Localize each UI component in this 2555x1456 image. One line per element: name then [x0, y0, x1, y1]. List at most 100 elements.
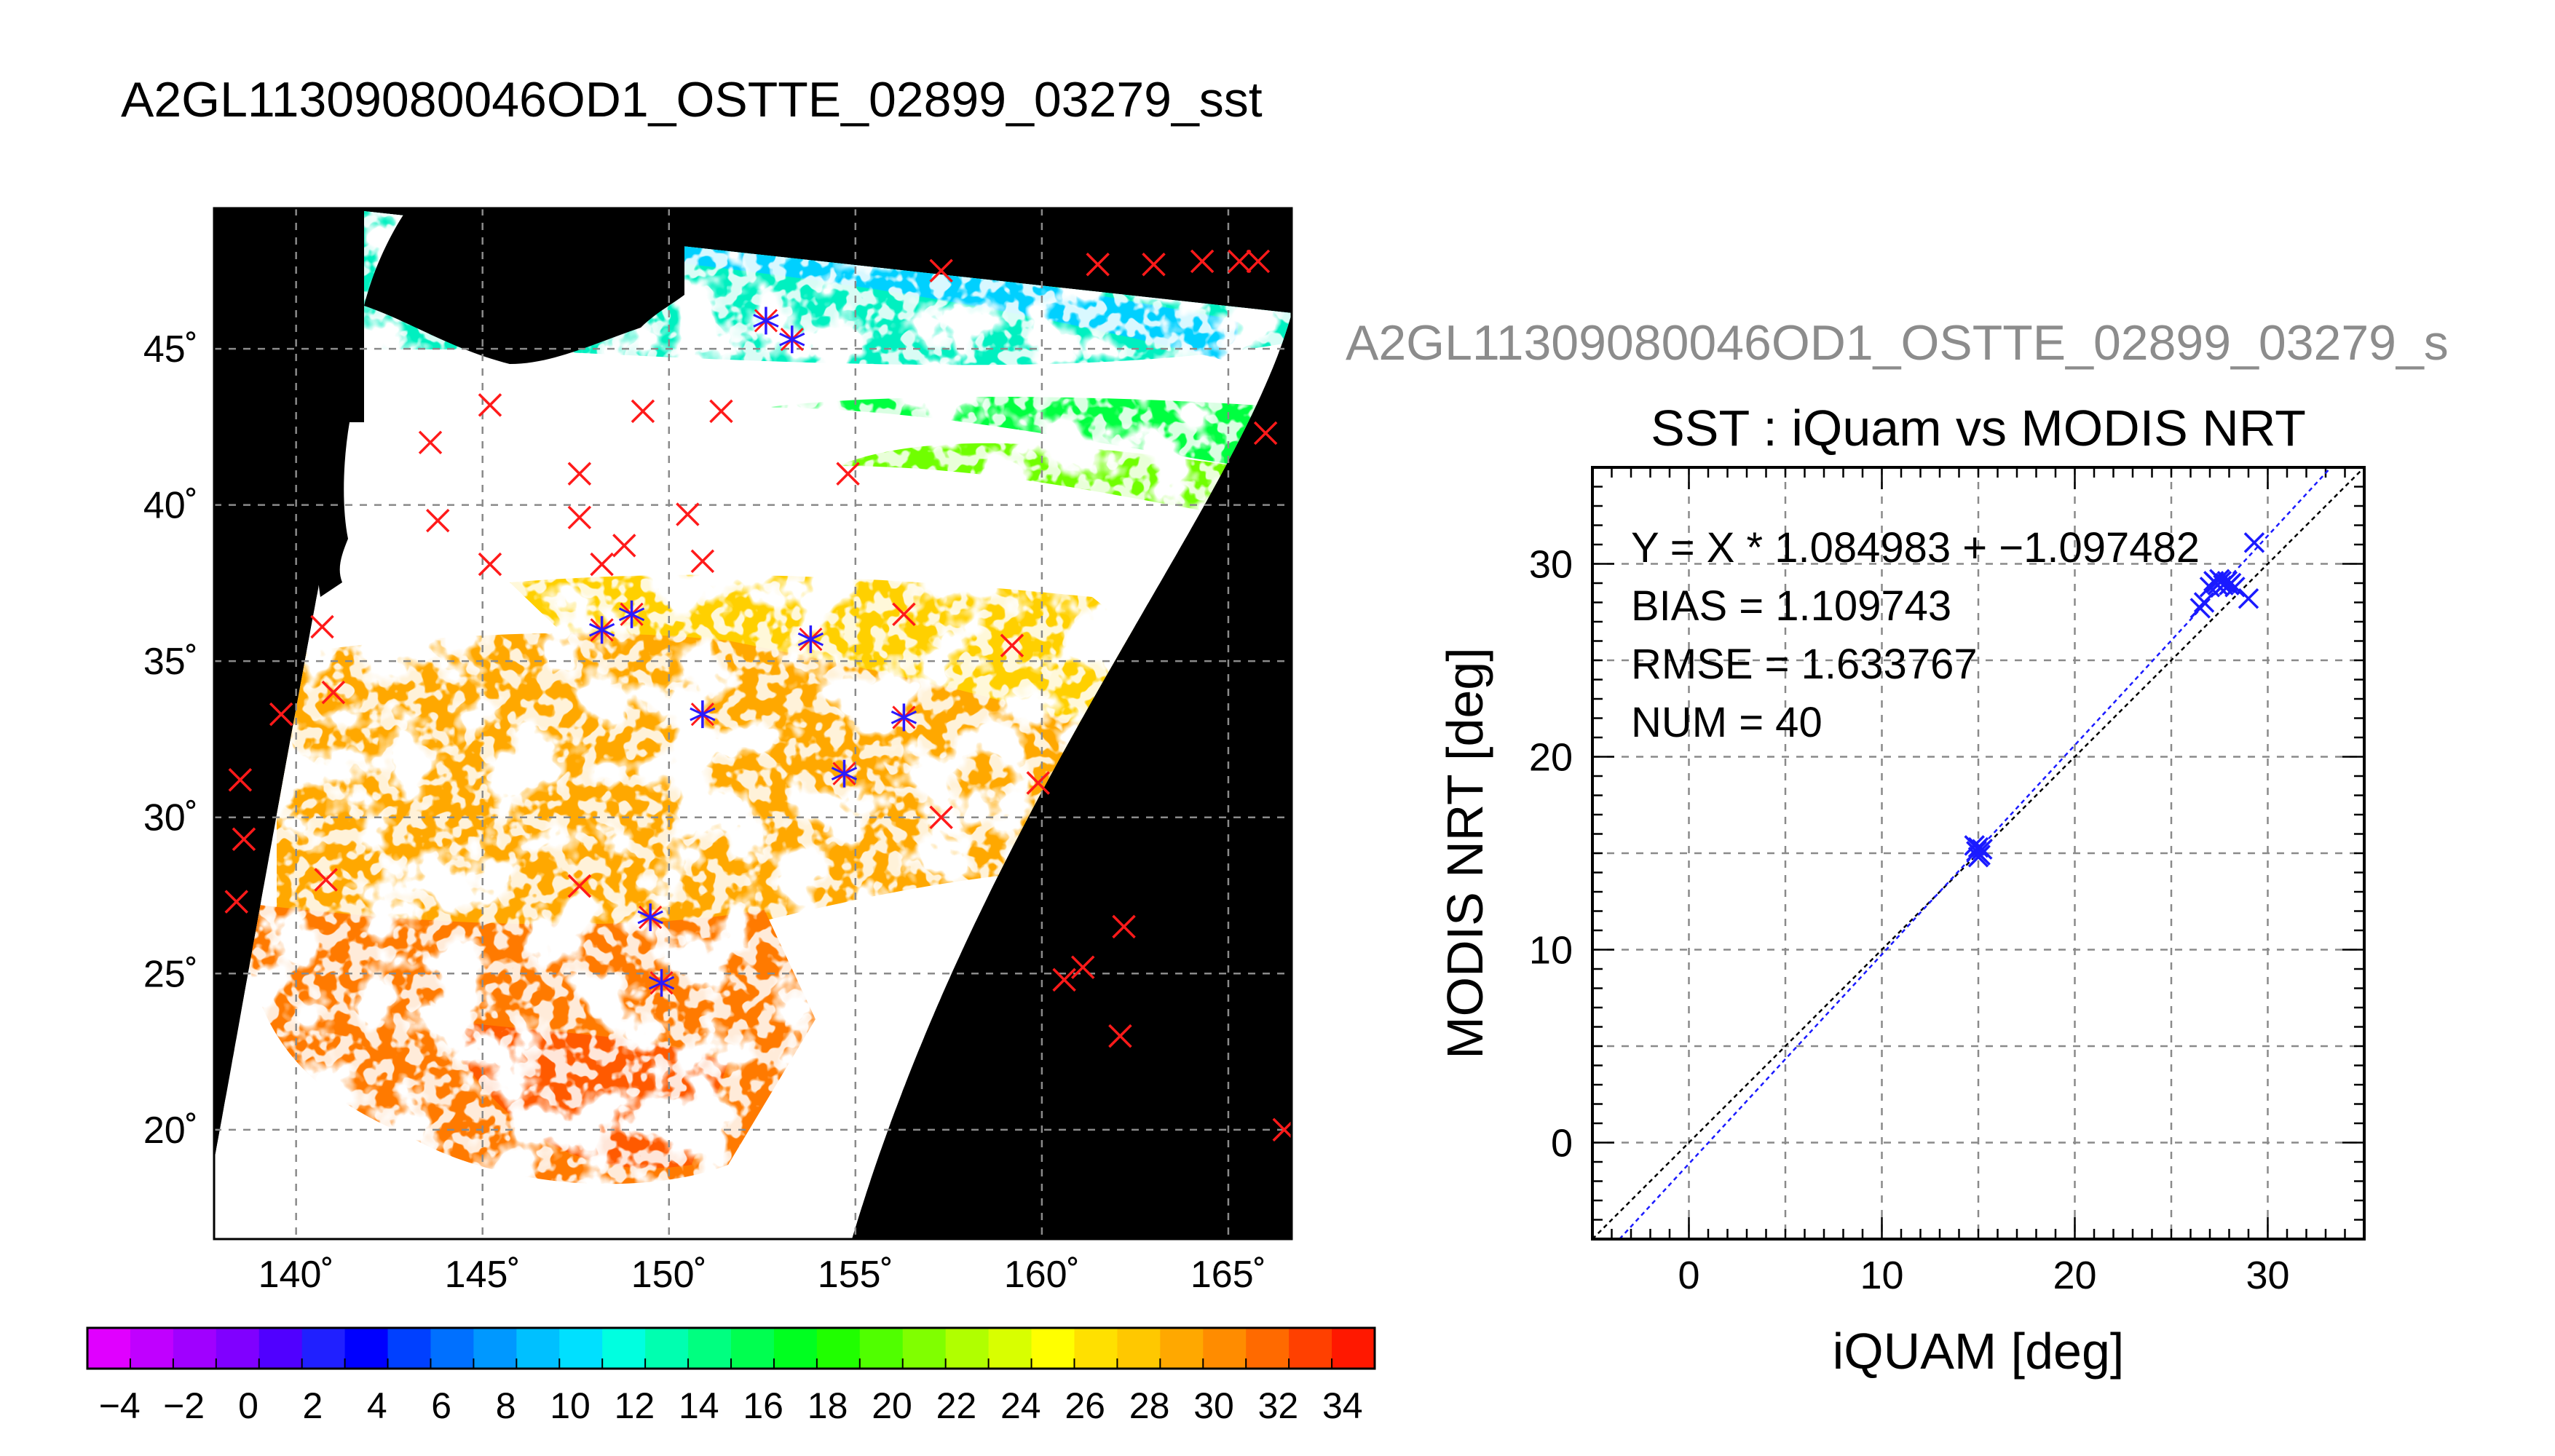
scatter-point [2193, 592, 2215, 613]
buoy-marker-red [1190, 249, 1215, 274]
buoy-marker-red [426, 508, 450, 533]
buoy-marker-red [269, 702, 293, 727]
scatter-point [2243, 532, 2265, 553]
sst-map-panel: 140˚ 145˚ 150˚ 155˚ 160˚ 165˚ 20˚ 25˚ 30˚ 35˚ 40˚ 4… [86, 207, 1376, 1426]
colorbar-tick-label: 10 [550, 1385, 591, 1426]
scatter-frame [1591, 466, 2366, 1241]
colorbar-segment [1289, 1328, 1332, 1369]
buoy-marker-red [590, 552, 614, 577]
buoy-marker-matched [891, 703, 917, 732]
buoy-marker-red [567, 462, 592, 486]
buoy-marker-red [1052, 968, 1076, 992]
colorbar-segment [516, 1328, 560, 1369]
colorbar-tick-label: 16 [743, 1385, 783, 1426]
map-x-tick-label: 160˚ [1004, 1254, 1080, 1296]
scatter-point [2238, 587, 2259, 609]
scatter-annotation: Y = X * 1.084983 + −1.097482 [1631, 524, 2200, 571]
map-markers [224, 249, 1292, 1142]
buoy-marker-red [310, 614, 334, 639]
scatter-y-tick-label: 30 [1529, 543, 1573, 587]
buoy-marker-red [1246, 249, 1271, 274]
scatter-panel-label: A2GL11309080046OD1_OSTTE_02899_03279_s [1346, 315, 2449, 371]
scatter-x-axis-label: iQUAM [deg] [1833, 1323, 2125, 1380]
buoy-marker-matched [753, 306, 779, 335]
colorbar-tick-label: −4 [99, 1385, 141, 1426]
buoy-marker-red [892, 602, 916, 627]
scatter-y-tick-label: 0 [1551, 1122, 1573, 1166]
buoy-marker-matched [648, 969, 675, 997]
colorbar-tick-label: 8 [496, 1385, 516, 1426]
buoy-marker-matched [618, 600, 645, 628]
colorbar-segment [173, 1328, 217, 1369]
scatter-point [1967, 847, 1989, 868]
colorbar: −4 −2 0 2 4 6 8 10 12 14 16 18 20 22 24 26 28 30 32 34 [86, 1326, 1376, 1426]
map-y-tick-label: 45˚ [143, 328, 198, 371]
map-tick-labels: 140˚ 145˚ 150˚ 155˚ 160˚ 165˚ 20˚ 25˚ 30˚ 35˚ 40˚ 4… [143, 328, 1266, 1296]
colorbar-segment [559, 1328, 603, 1369]
colorbar-segment [1074, 1328, 1118, 1369]
map-y-tick-label: 40˚ [143, 485, 198, 527]
scatter-x-tick-label: 10 [1860, 1254, 1903, 1297]
colorbar-tick-label: 12 [615, 1385, 655, 1426]
colorbar-segment [731, 1328, 775, 1369]
colorbar-segment [1031, 1328, 1075, 1369]
colorbar-tick-label: 34 [1322, 1385, 1363, 1426]
colorbar-tick-label: 6 [431, 1385, 451, 1426]
colorbar-segment [301, 1328, 346, 1369]
colorbar-tick-label: 2 [302, 1385, 323, 1426]
buoy-marker-red [631, 399, 655, 424]
colorbar-segment [816, 1328, 861, 1369]
colorbar-segment [645, 1328, 689, 1369]
scatter-y-axis-label: MODIS NRT [deg] [1437, 647, 1493, 1059]
buoy-marker-red [1142, 252, 1166, 277]
buoy-marker-red [1253, 421, 1278, 446]
colorbar-tick-label: 18 [807, 1385, 848, 1426]
scatter-x-tick-label: 0 [1678, 1254, 1699, 1297]
buoy-marker-red [836, 462, 860, 486]
colorbar-segment [473, 1328, 517, 1369]
buoy-marker-red [676, 502, 700, 526]
buoy-marker-red [1112, 914, 1136, 939]
coastline-peninsula [317, 422, 350, 597]
map-x-tick-label: 145˚ [445, 1254, 521, 1296]
map-background [214, 208, 1292, 1239]
map-x-tick-label: 155˚ [818, 1254, 893, 1296]
colorbar-tick-label: 32 [1258, 1385, 1299, 1426]
buoy-marker-matched [588, 616, 615, 644]
buoy-marker-red [228, 767, 253, 792]
map-x-tick-label: 150˚ [631, 1254, 707, 1296]
buoy-marker-red [929, 805, 953, 829]
buoy-marker-red [478, 552, 502, 577]
map-y-tick-label: 20˚ [143, 1109, 198, 1152]
buoy-marker-red [612, 534, 636, 558]
buoy-marker-red [929, 258, 953, 283]
buoy-marker-red [418, 430, 443, 455]
colorbar-segment [1246, 1328, 1290, 1369]
colorbar-segment [1117, 1328, 1161, 1369]
map-y-tick-label: 35˚ [143, 641, 198, 683]
scatter-point [2203, 571, 2224, 592]
scatter-x-tick-label: 20 [2053, 1254, 2096, 1297]
colorbar-segment [988, 1328, 1032, 1369]
colorbar-tick-label: 28 [1129, 1385, 1170, 1426]
colorbar-segment [902, 1328, 947, 1369]
map-y-tick-label: 25˚ [143, 953, 198, 995]
map-x-tick-label: 140˚ [258, 1254, 334, 1296]
colorbar-segment [1332, 1328, 1375, 1369]
colorbar-segment [688, 1328, 732, 1369]
colorbar-segment [1203, 1328, 1247, 1369]
colorbar-tick-label: 26 [1065, 1385, 1105, 1426]
buoy-marker-red [567, 874, 592, 898]
colorbar-segment [1160, 1328, 1204, 1369]
buoy-marker-red [1000, 633, 1024, 657]
buoy-marker-red [314, 868, 338, 892]
colorbar-segment [773, 1328, 818, 1369]
scatter-annotation: NUM = 40 [1631, 699, 1823, 746]
colorbar-tick-label: 30 [1193, 1385, 1234, 1426]
map-x-tick-label: 165˚ [1190, 1254, 1266, 1296]
scatter-y-tick-label: 20 [1529, 736, 1573, 780]
buoy-marker-matched [690, 700, 716, 729]
buoy-marker-matched [797, 625, 824, 654]
colorbar-tick-label: 20 [872, 1385, 912, 1426]
